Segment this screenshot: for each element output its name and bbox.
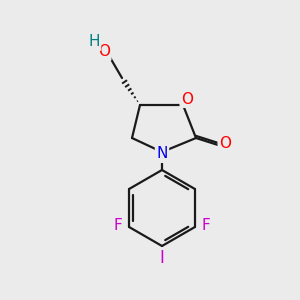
Text: O: O <box>219 136 231 151</box>
Text: H: H <box>88 34 100 50</box>
Text: F: F <box>202 218 210 232</box>
Text: O: O <box>98 44 110 59</box>
Text: I: I <box>160 249 164 267</box>
Text: O: O <box>181 92 193 106</box>
Text: F: F <box>114 218 122 232</box>
Text: N: N <box>156 146 168 161</box>
